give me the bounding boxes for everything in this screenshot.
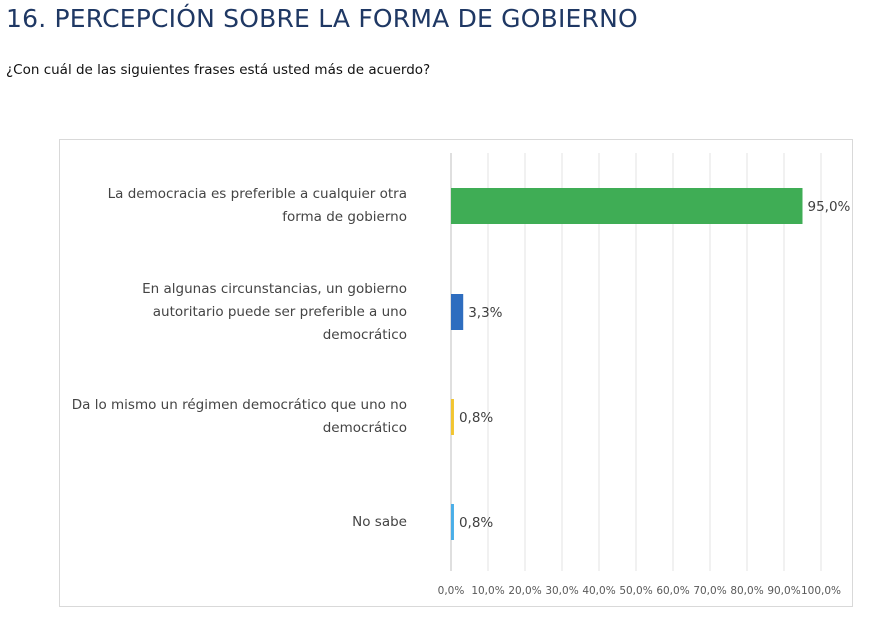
bar xyxy=(451,504,454,540)
category-label-line: Da lo mismo un régimen democrático que u… xyxy=(71,397,407,413)
x-tick-label: 90,0% xyxy=(767,585,800,597)
category-label-line: No sabe xyxy=(352,513,407,530)
x-tick-label: 70,0% xyxy=(693,585,726,597)
category-label-line: democrático xyxy=(322,326,407,343)
page-title: 16. PERCEPCIÓN SOBRE LA FORMA DE GOBIERN… xyxy=(6,4,638,33)
question-text: ¿Con cuál de las siguientes frases está … xyxy=(6,62,431,78)
bar xyxy=(451,399,454,435)
category-label: No sabe xyxy=(27,511,407,534)
x-tick-label: 80,0% xyxy=(730,585,763,597)
data-label: 0,8% xyxy=(459,515,493,531)
category-label-line: democrático xyxy=(322,420,407,436)
category-label-line: forma de gobierno xyxy=(282,209,407,225)
bar xyxy=(451,294,464,330)
category-label-line: autoritario puede ser preferible a uno xyxy=(152,303,407,320)
category-label: La democracia es preferible a cualquier … xyxy=(27,183,407,229)
category-label-line: En algunas circunstancias, un gobierno xyxy=(142,280,407,297)
data-label: 3,3% xyxy=(468,305,502,321)
bar xyxy=(451,188,803,224)
x-tick-label: 50,0% xyxy=(619,585,652,597)
data-label: 0,8% xyxy=(459,410,493,426)
category-label-line: La democracia es preferible a cualquier … xyxy=(107,186,407,202)
x-tick-label: 30,0% xyxy=(545,585,578,597)
chart-container: 0,0% 10,0% 20,0% 30,0% 40,0% 50,0% 60,0% 70,0% 8… xyxy=(59,139,853,607)
x-tick-label: 40,0% xyxy=(582,585,615,597)
data-label: 95,0% xyxy=(808,199,851,215)
x-tick-label: 60,0% xyxy=(656,585,689,597)
x-tick-label: 20,0% xyxy=(508,585,541,597)
category-label: Da lo mismo un régimen democrático que u… xyxy=(27,394,407,440)
x-tick-label: 0,0% xyxy=(438,585,465,597)
x-tick-label: 10,0% xyxy=(471,585,504,597)
category-label: En algunas circunstancias, un gobierno au… xyxy=(27,278,407,347)
bar-chart: 0,0% 10,0% 20,0% 30,0% 40,0% 50,0% 60,0% 70,0% 8… xyxy=(438,153,851,597)
x-tick-label: 100,0% xyxy=(801,585,841,597)
